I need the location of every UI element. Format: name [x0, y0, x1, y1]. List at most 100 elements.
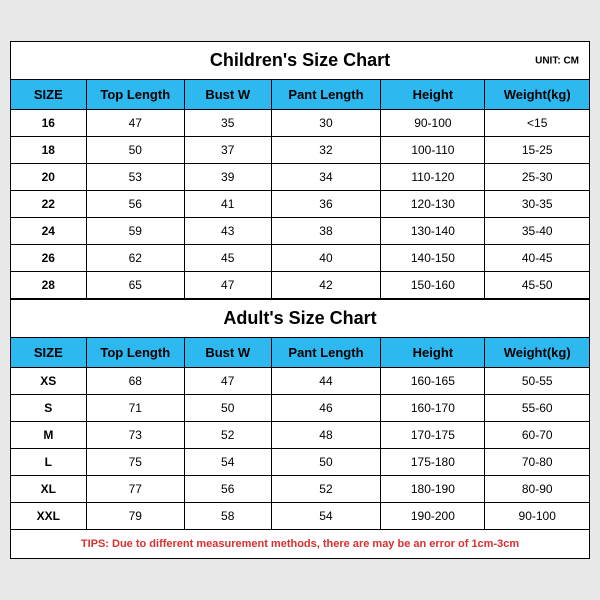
table-cell: 15-25 — [485, 137, 589, 164]
table-cell: 40-45 — [485, 245, 589, 272]
table-cell: 32 — [271, 137, 381, 164]
table-cell: S — [11, 395, 86, 422]
table-cell: 60-70 — [485, 422, 589, 449]
col-header: Bust W — [184, 80, 271, 110]
table-cell: 41 — [184, 191, 271, 218]
table-cell: 45 — [184, 245, 271, 272]
table-row: 1647353090-100<15 — [11, 110, 589, 137]
table-cell: 25-30 — [485, 164, 589, 191]
size-chart-container: Children's Size Chart UNIT: CM SIZETop L… — [10, 41, 590, 559]
table-cell: 44 — [271, 368, 381, 395]
table-cell: 120-130 — [381, 191, 485, 218]
table-cell: 50-55 — [485, 368, 589, 395]
table-cell: 56 — [86, 191, 184, 218]
col-header: Top Length — [86, 80, 184, 110]
col-header: SIZE — [11, 338, 86, 368]
table-cell: L — [11, 449, 86, 476]
table-cell: 37 — [184, 137, 271, 164]
table-cell: 54 — [271, 503, 381, 530]
adult-table: SIZETop LengthBust WPant LengthHeightWei… — [11, 338, 589, 529]
table-cell: 16 — [11, 110, 86, 137]
col-header: Bust W — [184, 338, 271, 368]
table-row: 28654742150-16045-50 — [11, 272, 589, 299]
table-row: XS684744160-16550-55 — [11, 368, 589, 395]
table-cell: 54 — [184, 449, 271, 476]
table-row: XXL795854190-20090-100 — [11, 503, 589, 530]
table-cell: 52 — [271, 476, 381, 503]
table-cell: 62 — [86, 245, 184, 272]
table-row: 24594338130-14035-40 — [11, 218, 589, 245]
table-cell: 65 — [86, 272, 184, 299]
table-cell: 68 — [86, 368, 184, 395]
table-cell: 77 — [86, 476, 184, 503]
table-row: L755450175-18070-80 — [11, 449, 589, 476]
table-cell: 20 — [11, 164, 86, 191]
table-cell: 30 — [271, 110, 381, 137]
table-cell: 73 — [86, 422, 184, 449]
table-cell: 43 — [184, 218, 271, 245]
table-cell: 48 — [271, 422, 381, 449]
table-cell: 100-110 — [381, 137, 485, 164]
table-cell: 45-50 — [485, 272, 589, 299]
table-cell: 42 — [271, 272, 381, 299]
table-cell: <15 — [485, 110, 589, 137]
col-header: Height — [381, 80, 485, 110]
table-cell: 30-35 — [485, 191, 589, 218]
table-cell: 39 — [184, 164, 271, 191]
tips-row: TIPS: Due to different measurement metho… — [11, 529, 589, 558]
table-cell: 160-165 — [381, 368, 485, 395]
table-cell: 150-160 — [381, 272, 485, 299]
table-cell: 46 — [271, 395, 381, 422]
table-row: 26624540140-15040-45 — [11, 245, 589, 272]
children-title: Children's Size Chart — [210, 50, 390, 70]
table-cell: 47 — [86, 110, 184, 137]
table-cell: 175-180 — [381, 449, 485, 476]
table-cell: 53 — [86, 164, 184, 191]
table-cell: 34 — [271, 164, 381, 191]
table-cell: 56 — [184, 476, 271, 503]
adult-title-row: Adult's Size Chart — [11, 298, 589, 338]
adult-title: Adult's Size Chart — [223, 308, 376, 328]
table-cell: 50 — [271, 449, 381, 476]
col-header: Weight(kg) — [485, 80, 589, 110]
table-cell: 130-140 — [381, 218, 485, 245]
table-cell: 35 — [184, 110, 271, 137]
table-row: S715046160-17055-60 — [11, 395, 589, 422]
table-cell: 180-190 — [381, 476, 485, 503]
table-row: M735248170-17560-70 — [11, 422, 589, 449]
table-cell: 90-100 — [485, 503, 589, 530]
table-cell: 28 — [11, 272, 86, 299]
table-cell: 52 — [184, 422, 271, 449]
col-header: Pant Length — [271, 338, 381, 368]
table-cell: 190-200 — [381, 503, 485, 530]
table-row: 22564136120-13030-35 — [11, 191, 589, 218]
col-header: Weight(kg) — [485, 338, 589, 368]
table-cell: 160-170 — [381, 395, 485, 422]
table-cell: 110-120 — [381, 164, 485, 191]
children-table: SIZETop LengthBust WPant LengthHeightWei… — [11, 80, 589, 298]
table-cell: 80-90 — [485, 476, 589, 503]
table-cell: 47 — [184, 368, 271, 395]
table-cell: 170-175 — [381, 422, 485, 449]
unit-label: UNIT: CM — [535, 55, 579, 66]
table-cell: 55-60 — [485, 395, 589, 422]
col-header: Pant Length — [271, 80, 381, 110]
table-cell: 79 — [86, 503, 184, 530]
table-cell: 58 — [184, 503, 271, 530]
table-cell: 50 — [184, 395, 271, 422]
table-cell: M — [11, 422, 86, 449]
table-row: XL775652180-19080-90 — [11, 476, 589, 503]
table-cell: 26 — [11, 245, 86, 272]
table-row: 18503732100-11015-25 — [11, 137, 589, 164]
table-row: 20533934110-12025-30 — [11, 164, 589, 191]
table-cell: 22 — [11, 191, 86, 218]
table-cell: 35-40 — [485, 218, 589, 245]
table-cell: 50 — [86, 137, 184, 164]
children-title-row: Children's Size Chart UNIT: CM — [11, 42, 589, 80]
table-cell: 75 — [86, 449, 184, 476]
table-cell: 71 — [86, 395, 184, 422]
table-cell: 140-150 — [381, 245, 485, 272]
table-cell: 18 — [11, 137, 86, 164]
tips-text: TIPS: Due to different measurement metho… — [81, 538, 519, 550]
col-header: Height — [381, 338, 485, 368]
